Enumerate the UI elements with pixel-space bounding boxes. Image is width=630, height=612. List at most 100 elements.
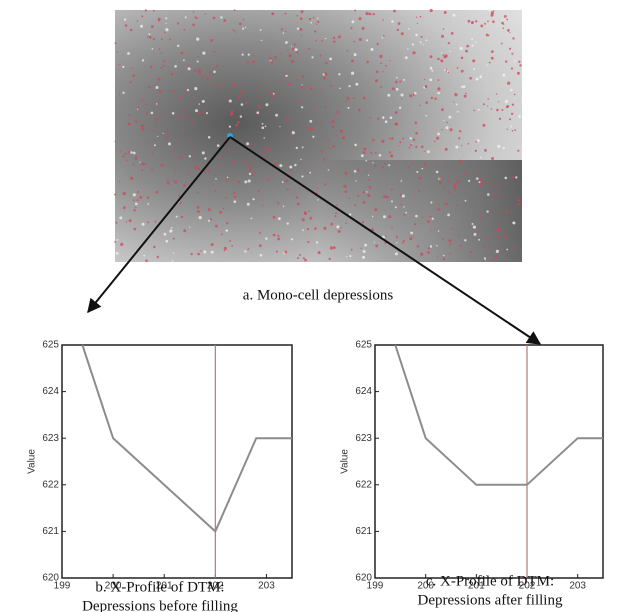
- texture-dot: [419, 104, 421, 107]
- texture-dot: [459, 244, 462, 247]
- texture-dot: [152, 129, 154, 132]
- x-tick-label: 199: [54, 581, 71, 592]
- texture-dot: [277, 237, 281, 241]
- texture-dot: [198, 103, 200, 105]
- x-tick-label: 201: [468, 581, 485, 592]
- texture-dot: [475, 179, 478, 181]
- texture-dot: [510, 125, 513, 128]
- texture-dot: [290, 45, 293, 47]
- texture-dot: [455, 145, 459, 149]
- texture-dot: [156, 255, 159, 259]
- texture-dot: [336, 110, 339, 114]
- texture-dot: [351, 20, 355, 24]
- texture-dot: [312, 135, 315, 138]
- texture-dot: [348, 197, 351, 199]
- texture-dot: [165, 17, 168, 20]
- texture-dot: [194, 16, 197, 19]
- texture-dot: [518, 115, 521, 118]
- x-tick-label: 200: [105, 581, 122, 592]
- texture-dot: [213, 50, 216, 53]
- texture-dot: [362, 96, 366, 100]
- texture-dot: [441, 34, 444, 38]
- texture-dot: [242, 27, 245, 30]
- texture-dot: [354, 143, 357, 147]
- texture-dot: [362, 250, 366, 253]
- texture-dot: [490, 11, 495, 15]
- texture-dot: [277, 234, 280, 237]
- texture-dot: [129, 28, 133, 32]
- texture-dot: [444, 69, 447, 72]
- texture-dot: [261, 122, 264, 125]
- texture-dot: [147, 203, 150, 205]
- texture-dot: [497, 234, 500, 238]
- texture-dot: [233, 195, 237, 199]
- texture-dot: [242, 18, 245, 21]
- texture-dot: [504, 176, 508, 180]
- texture-dot: [454, 93, 458, 97]
- texture-dot: [225, 179, 229, 182]
- texture-dot: [460, 56, 464, 60]
- texture-dot: [449, 252, 452, 255]
- texture-dot: [443, 55, 447, 59]
- texture-dot: [353, 53, 357, 57]
- texture-dot: [499, 185, 502, 188]
- texture-dot: [177, 44, 180, 47]
- texture-dot: [181, 109, 183, 112]
- texture-dot: [479, 75, 483, 79]
- texture-dot: [485, 237, 488, 240]
- texture-dot: [257, 190, 260, 193]
- texture-dot: [160, 52, 163, 54]
- texture-dot: [370, 48, 374, 51]
- texture-dot: [468, 179, 471, 182]
- texture-dot: [375, 70, 379, 74]
- texture-dot: [403, 78, 406, 81]
- texture-dot: [513, 60, 516, 62]
- texture-dot: [155, 190, 159, 194]
- texture-dot: [379, 54, 383, 59]
- texture-dot: [388, 215, 392, 219]
- texture-dot: [473, 109, 475, 112]
- texture-dot: [284, 72, 287, 75]
- texture-dot: [476, 139, 480, 143]
- texture-dot: [381, 139, 385, 143]
- texture-dot: [459, 159, 463, 163]
- x-tick-label: 200: [417, 581, 434, 592]
- texture-dot: [348, 213, 352, 216]
- texture-dot: [324, 72, 328, 76]
- texture-dot: [500, 42, 503, 45]
- texture-dot: [449, 243, 452, 245]
- texture-dot: [405, 211, 407, 214]
- texture-dot: [409, 237, 413, 241]
- texture-dot: [458, 137, 461, 140]
- texture-dot: [339, 129, 343, 133]
- texture-dot: [232, 82, 236, 86]
- texture-dot: [456, 110, 459, 113]
- texture-dot: [170, 226, 173, 229]
- texture-dot: [388, 164, 391, 167]
- texture-dot: [198, 216, 202, 220]
- texture-dot: [440, 59, 444, 63]
- texture-dot: [515, 97, 517, 99]
- texture-dot: [478, 238, 480, 241]
- texture-dot: [367, 194, 371, 197]
- texture-dot: [509, 118, 512, 121]
- texture-dot: [158, 48, 161, 50]
- texture-dot: [215, 224, 218, 228]
- texture-dot: [319, 54, 322, 57]
- texture-dot: [374, 151, 377, 154]
- texture-dot: [277, 202, 280, 205]
- texture-dot: [263, 137, 265, 139]
- texture-dot: [127, 122, 131, 126]
- plot-frame: [61, 344, 293, 579]
- texture-dot: [306, 228, 310, 231]
- chart-caption: b. X-Profile of DTM:: [95, 579, 224, 595]
- texture-dot: [478, 181, 481, 184]
- texture-dot: [196, 60, 199, 63]
- texture-dot: [300, 10, 304, 14]
- texture-dot: [407, 48, 409, 50]
- texture-dot: [295, 196, 298, 199]
- texture-dot: [397, 22, 401, 25]
- texture-dot: [336, 225, 340, 229]
- texture-dot: [150, 65, 153, 69]
- texture-dot: [367, 174, 370, 176]
